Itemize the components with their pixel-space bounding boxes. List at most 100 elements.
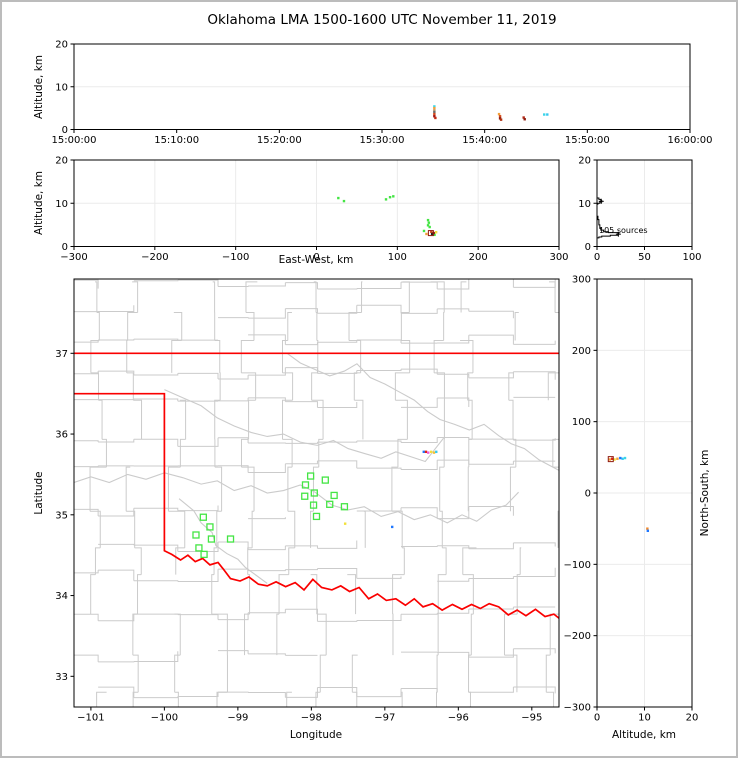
time_height-xtick-label: 15:50:00 [565, 135, 610, 146]
vhf-source-point [426, 451, 430, 454]
ew-panel-ylabel: Altitude, km [33, 170, 45, 236]
ew_height-xtick-label: 200 [469, 252, 488, 263]
vhf-source-point [497, 112, 501, 116]
time_height-xtick-label: 15:40:00 [462, 135, 507, 146]
vhf-source-point [430, 232, 434, 236]
alt_histogram-panel: 0 50 100 0 10 20 [578, 156, 701, 264]
ns-panel-xlabel: Altitude, km [611, 729, 677, 741]
vhf-source-point [433, 110, 436, 114]
vhf-source-point [343, 522, 347, 525]
map-panel: −101 −100 −99 −98 −97 −96 −95 33 34 35 36 37 [55, 278, 560, 724]
vhf-source-point [342, 199, 346, 203]
time_height-xtick-label: 15:10:00 [154, 135, 199, 146]
map-xtick-label: −101 [77, 713, 104, 724]
ew_height-xtick-label: −200 [141, 252, 168, 263]
ew_height-xtick-label: −300 [60, 252, 87, 263]
time_height-xtick-label: 16:00:00 [668, 135, 713, 146]
source-square-marker [607, 456, 614, 463]
time-panel-ylabel: Altitude, km [33, 54, 45, 120]
vhf-source-point [621, 457, 624, 460]
vhf-source-point [427, 221, 431, 224]
map-xtick-label: −97 [374, 713, 395, 724]
vhf-source-point [392, 195, 395, 198]
vhf-source-point [522, 116, 525, 119]
time_height-ytick-label: 0 [62, 125, 68, 136]
vhf-source-point [422, 450, 425, 454]
alt_histogram-ytick-label: 10 [578, 199, 591, 210]
vhf-source-point [384, 198, 388, 201]
vhf-source-point [619, 456, 622, 460]
alt_histogram-ytick-label: 0 [585, 242, 591, 253]
ew_height-xtick-label: 0 [313, 252, 319, 263]
time_height-xtick-label: 15:00:00 [52, 135, 97, 146]
ew_height-xtick-label: 100 [388, 252, 407, 263]
time_height-ytick-label: 20 [55, 40, 68, 51]
time_height-ytick-label: 10 [55, 82, 68, 93]
ns_height-ytick-label: 300 [572, 275, 591, 286]
map-xtick-label: −100 [151, 713, 178, 724]
map-ytick-label: 34 [55, 591, 68, 602]
vhf-source-point [646, 527, 649, 530]
map-xtick-label: −95 [521, 713, 542, 724]
vhf-source-point [546, 113, 549, 116]
ns_height-ytick-label: 0 [585, 489, 591, 500]
vhf-source-point [426, 218, 430, 222]
map-xtick-label: −98 [301, 713, 322, 724]
ew-panel-xlabel: East-West, km [278, 254, 354, 266]
ns_height-ytick-label: −200 [564, 631, 591, 642]
ns_height-xtick-label: 10 [638, 713, 651, 724]
ew_height-ytick-label: 20 [55, 156, 68, 167]
lma-station-markers [192, 472, 349, 559]
time_height-xtick-label: 15:30:00 [360, 135, 405, 146]
source-square-marker [427, 230, 434, 237]
map-ytick-label: 37 [55, 349, 68, 360]
vhf-source-point [430, 230, 433, 233]
ns_height-ytick-label: −100 [564, 560, 591, 571]
vhf-source-point [337, 196, 340, 200]
vhf-source-point [543, 113, 546, 116]
vhf-source-point [433, 233, 436, 237]
vhf-source-point [425, 232, 428, 236]
map-xtick-label: −99 [227, 713, 248, 724]
vhf-source-point [424, 450, 428, 454]
county-lines [74, 279, 559, 707]
ew_height-panel: −300 −200 −100 0 100 200 300 0 10 20 [55, 156, 568, 264]
vhf-source-point [613, 458, 616, 461]
ns_height-xtick-label: 20 [686, 713, 699, 724]
vhf-source-point [422, 229, 426, 233]
vhf-source-point [388, 195, 392, 199]
ew_height-xtick-label: −100 [222, 252, 249, 263]
ew_height-ytick-label: 0 [62, 242, 68, 253]
vhf-source-point [433, 105, 436, 108]
vhf-source-point [499, 118, 503, 121]
vhf-source-point [608, 458, 612, 461]
map-ytick-label: 35 [55, 510, 68, 521]
ew_height-ytick-label: 10 [55, 199, 68, 210]
map-ytick-label: 36 [55, 430, 68, 441]
ns-panel-ylabel: North-South, km [699, 449, 711, 537]
alt_histogram-ytick-label: 20 [578, 156, 591, 167]
vhf-source-point [623, 456, 627, 460]
vhf-source-point [429, 450, 433, 454]
time_height-panel: 15:00:00 15:10:00 15:20:00 15:30:00 15:40:00… [52, 40, 713, 147]
vhf-source-point [390, 525, 394, 529]
map-xlabel: Longitude [289, 729, 343, 741]
map-ylabel: Latitude [33, 471, 45, 515]
vhf-source-point [435, 450, 438, 454]
time_height-xtick-label: 15:20:00 [257, 135, 302, 146]
ns_height-panel: 0 10 20 −300 −200 −100 0 100 200 300 [564, 275, 699, 724]
map-axes-box [73, 278, 560, 708]
alt_histogram-xtick-label: 50 [638, 252, 651, 263]
vhf-source-point [428, 225, 431, 229]
vhf-source-point [434, 116, 437, 120]
sources-count-annotation: 105 sources [599, 226, 648, 235]
vhf-source-point [433, 115, 436, 118]
vhf-source-point [646, 529, 650, 533]
map-ytick-label: 33 [55, 672, 68, 683]
vhf-source-point [611, 457, 614, 460]
vhf-source-point [433, 112, 436, 116]
ns_height-xtick-label: 0 [594, 713, 600, 724]
state-border [74, 352, 559, 619]
